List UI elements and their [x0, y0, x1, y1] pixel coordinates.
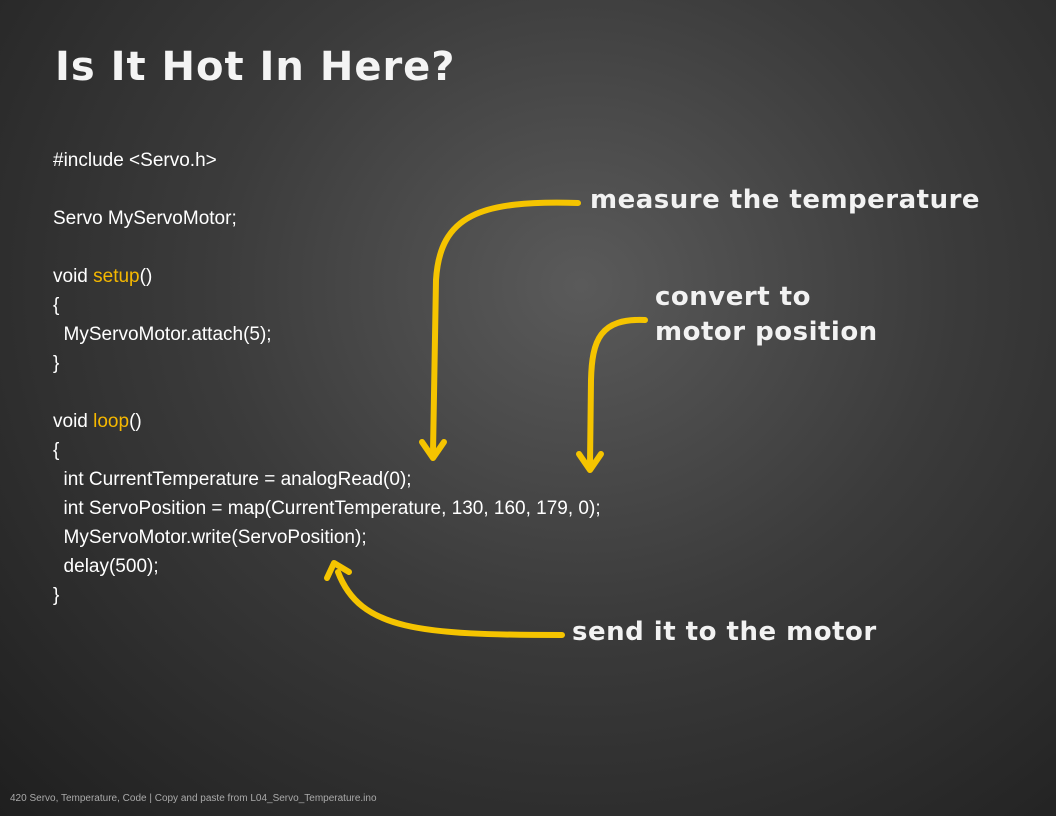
code-text: } — [53, 585, 60, 606]
annotation: convert to motor position — [655, 280, 878, 350]
code-text: { — [53, 440, 60, 461]
code-line: delay(500); — [53, 552, 601, 581]
code-line: } — [53, 349, 601, 378]
code-text: () — [139, 266, 153, 287]
code-line: } — [53, 581, 601, 610]
code-text: void — [53, 411, 94, 432]
code-line: Servo MyServoMotor; — [53, 204, 601, 233]
code-keyword: loop — [93, 411, 130, 432]
annotation-line: measure the temperature — [590, 185, 981, 215]
arrow — [335, 569, 565, 638]
footer: 420 Servo, Temperature, Code | Copy and … — [10, 793, 377, 804]
code-line: MyServoMotor.write(ServoPosition); — [53, 523, 601, 552]
annotation-line: motor position — [655, 317, 878, 347]
code-text: MyServoMotor.write(ServoPosition); — [53, 527, 367, 548]
code-text: void — [53, 266, 94, 287]
code-text: #include <Servo.h> — [53, 150, 217, 171]
code-text: int ServoPosition = map(CurrentTemperatu… — [53, 498, 601, 519]
annotation-line: send it to the motor — [572, 617, 877, 647]
code-text: () — [129, 411, 142, 432]
code-text: MyServoMotor.attach(5); — [53, 324, 272, 345]
arrowhead — [576, 451, 604, 473]
arrow — [587, 316, 648, 467]
code-line: void loop() — [53, 407, 601, 436]
code-text: Servo MyServoMotor; — [53, 208, 237, 229]
code-paragraph: void setup() { MyServoMotor.attach(5);} — [53, 262, 601, 378]
code-text: delay(500); — [53, 556, 159, 577]
code-line: void setup() — [53, 262, 601, 291]
annotation: send it to the motor — [572, 615, 877, 650]
code-line: int ServoPosition = map(CurrentTemperatu… — [53, 494, 601, 523]
code-paragraph: void loop() { int CurrentTemperature = an… — [53, 407, 601, 610]
code-line: int CurrentTemperature = analogRead(0); — [53, 465, 601, 494]
code-keyword: setup — [93, 266, 140, 287]
arrow — [430, 199, 581, 455]
code-block: #include <Servo.h> Servo MyServoMotor; voi… — [53, 146, 601, 639]
arrowhead — [419, 439, 447, 461]
code-line: { — [53, 291, 601, 320]
slide-title: Is It Hot In Here? — [55, 44, 456, 90]
code-text: int CurrentTemperature = analogRead(0); — [53, 469, 412, 490]
code-line: #include <Servo.h> — [53, 146, 601, 175]
code-text: } — [53, 353, 60, 374]
code-paragraph: Servo MyServoMotor; — [53, 204, 601, 233]
annotation-line: convert to — [655, 282, 811, 312]
code-paragraph: #include <Servo.h> — [53, 146, 601, 175]
code-line: MyServoMotor.attach(5); — [53, 320, 601, 349]
annotation: measure the temperature — [590, 183, 980, 218]
code-line: { — [53, 436, 601, 465]
code-text: { — [53, 295, 60, 316]
arrowhead — [324, 560, 352, 581]
